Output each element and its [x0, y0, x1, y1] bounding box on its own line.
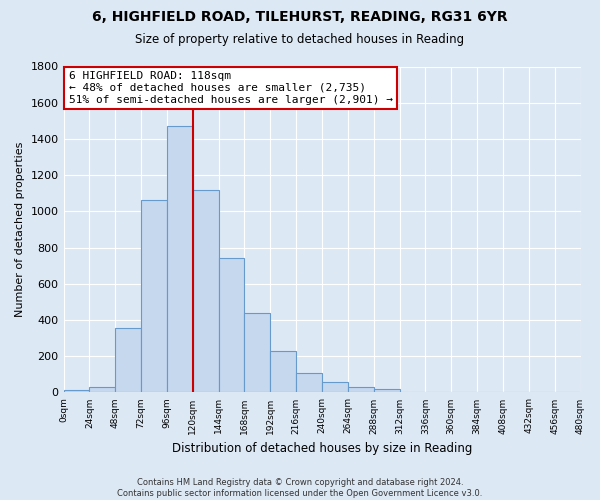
Bar	[271, 351, 296, 393]
Y-axis label: Number of detached properties: Number of detached properties	[15, 142, 25, 317]
Bar	[244, 313, 271, 392]
Bar	[167, 126, 193, 392]
Bar	[218, 258, 244, 392]
Text: 6, HIGHFIELD ROAD, TILEHURST, READING, RG31 6YR: 6, HIGHFIELD ROAD, TILEHURST, READING, R…	[92, 10, 508, 24]
Bar	[193, 190, 218, 392]
Bar	[89, 387, 115, 392]
Bar	[64, 390, 89, 392]
Bar	[322, 382, 348, 392]
Bar	[115, 328, 141, 392]
Text: Contains HM Land Registry data © Crown copyright and database right 2024.
Contai: Contains HM Land Registry data © Crown c…	[118, 478, 482, 498]
Bar	[141, 200, 167, 392]
X-axis label: Distribution of detached houses by size in Reading: Distribution of detached houses by size …	[172, 442, 472, 455]
Text: 6 HIGHFIELD ROAD: 118sqm
← 48% of detached houses are smaller (2,735)
51% of sem: 6 HIGHFIELD ROAD: 118sqm ← 48% of detach…	[69, 72, 393, 104]
Bar	[296, 372, 322, 392]
Text: Size of property relative to detached houses in Reading: Size of property relative to detached ho…	[136, 32, 464, 46]
Bar	[348, 387, 374, 392]
Bar	[374, 389, 400, 392]
